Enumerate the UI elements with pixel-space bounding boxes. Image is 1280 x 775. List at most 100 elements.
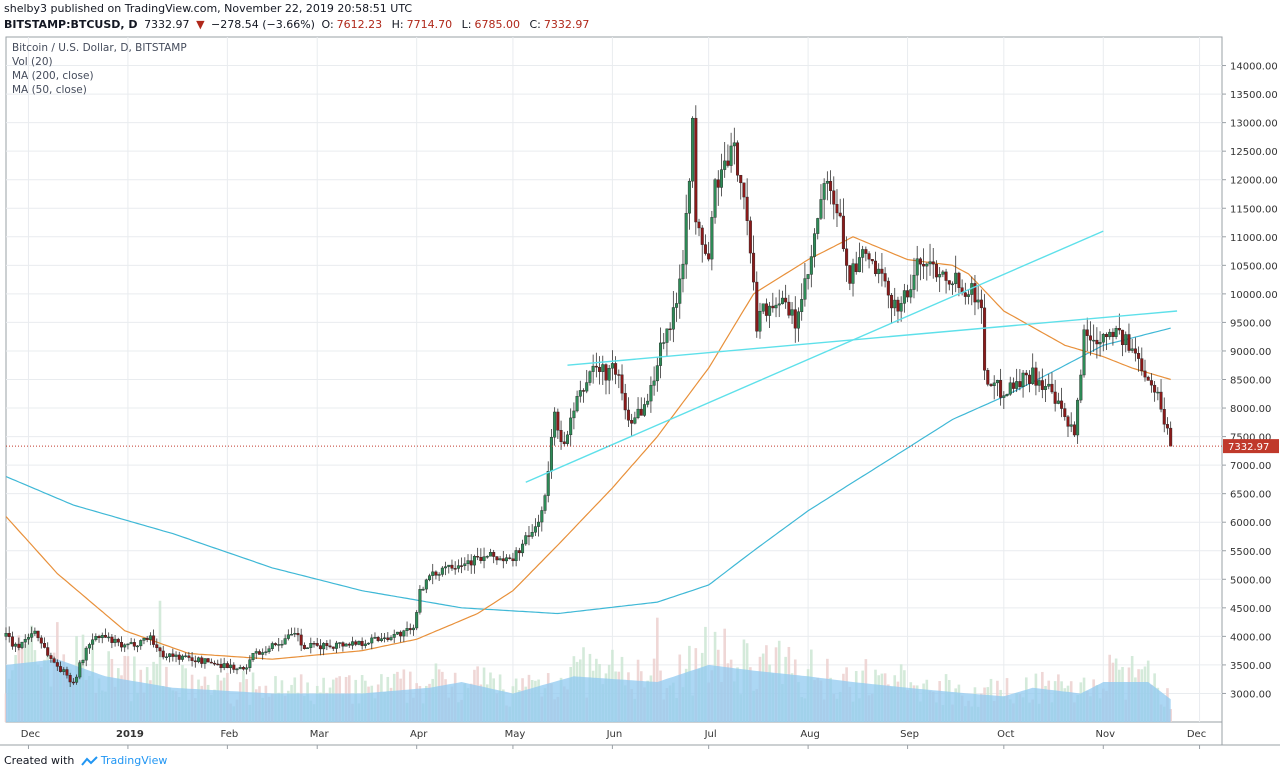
candle-body [219,663,223,669]
candle-body [954,272,958,285]
candle-body [488,552,492,557]
candle-body [665,328,669,343]
candle-body [126,643,130,646]
candle-body [341,642,345,647]
candle-body [1095,339,1099,345]
candle-body [421,588,425,591]
candle-body [806,274,810,279]
candle-body [1027,374,1031,384]
candle-body [286,634,290,639]
candle-body [1076,399,1080,436]
y-tick-label: 12500.00 [1230,147,1278,158]
volume-bar [158,600,162,722]
candle-body [402,630,406,637]
y-tick-label: 7500.00 [1230,433,1271,444]
candle-body [1114,328,1118,337]
footer: Created with TradingView [4,752,167,770]
candle-body [293,633,297,635]
candle-body [562,441,566,444]
x-tick-label: Feb [221,729,239,740]
candle-body [463,563,467,566]
candle-body [941,271,945,275]
candle-body [739,174,743,184]
candle-body [367,642,371,645]
candle-body [261,652,265,655]
y-tick-label: 11000.00 [1230,233,1278,244]
candle-body [983,307,987,371]
candle-body [10,636,14,647]
candle-body [241,667,245,670]
candle-body [540,510,544,523]
candle-body [174,654,178,657]
candle-body [893,299,897,309]
candle-body [1069,424,1073,427]
candle-body [315,643,319,646]
x-tick-label: May [505,729,526,740]
candle-body [360,640,364,646]
candle-body [517,550,521,554]
candle-body [418,589,422,613]
candle-body [575,396,579,412]
candle-body [49,655,53,659]
candle-body [1156,391,1160,394]
candle-body [973,283,977,303]
candle-body [386,637,390,640]
candle-body [832,190,836,205]
candle-body [113,638,117,643]
candle-body [71,681,75,684]
candle-body [171,653,175,657]
candle-body [662,342,666,344]
candle-body [1044,386,1048,390]
candle-body [322,643,326,650]
candle-body [784,297,788,303]
legend-volume: Vol (20) [12,56,53,68]
author-name[interactable]: shelby3 [4,2,48,15]
y-tick-label: 3500.00 [1230,661,1271,672]
candle-body [466,560,470,564]
candle-body [553,411,557,438]
candle-body [845,248,849,266]
candle-body [967,294,971,297]
candle-body [687,180,691,214]
change-down-icon: ▼ [196,18,205,31]
candle-body [148,635,152,640]
candle-body [213,662,217,665]
candle-body [745,196,749,221]
candle-body [152,635,156,645]
candle-body [1005,394,1009,396]
candle-body [697,221,701,229]
candle-body [1124,334,1128,346]
created-with-label: Created with [4,754,75,767]
x-tick-label: Apr [410,729,428,740]
candle-body [890,294,894,309]
y-tick-label: 5000.00 [1230,575,1271,586]
candle-body [411,627,415,631]
candle-body [280,643,284,646]
candle-body [232,664,236,670]
candle-body [864,249,868,254]
candle-body [120,642,124,648]
candle-body [52,658,56,663]
candle-body [1137,353,1141,359]
candle-body [902,290,906,304]
x-tick-label: Jun [606,729,623,740]
candle-body [20,641,24,648]
candle-body [649,385,653,402]
candle-body [918,258,922,265]
candle-body [116,638,120,643]
candle-body [537,521,541,527]
candle-body [270,643,274,649]
candle-body [668,328,672,331]
candle-body [530,532,534,537]
close-value: 7332.97 [543,18,590,31]
candle-body [1088,335,1092,341]
candle-body [1021,372,1025,387]
candle-body [582,390,586,392]
candle-body [694,117,698,223]
tradingview-brand[interactable]: TradingView [100,754,168,767]
candle-body [546,471,550,496]
candle-body [848,265,852,284]
candle-body [684,212,688,265]
candle-body [915,258,919,276]
